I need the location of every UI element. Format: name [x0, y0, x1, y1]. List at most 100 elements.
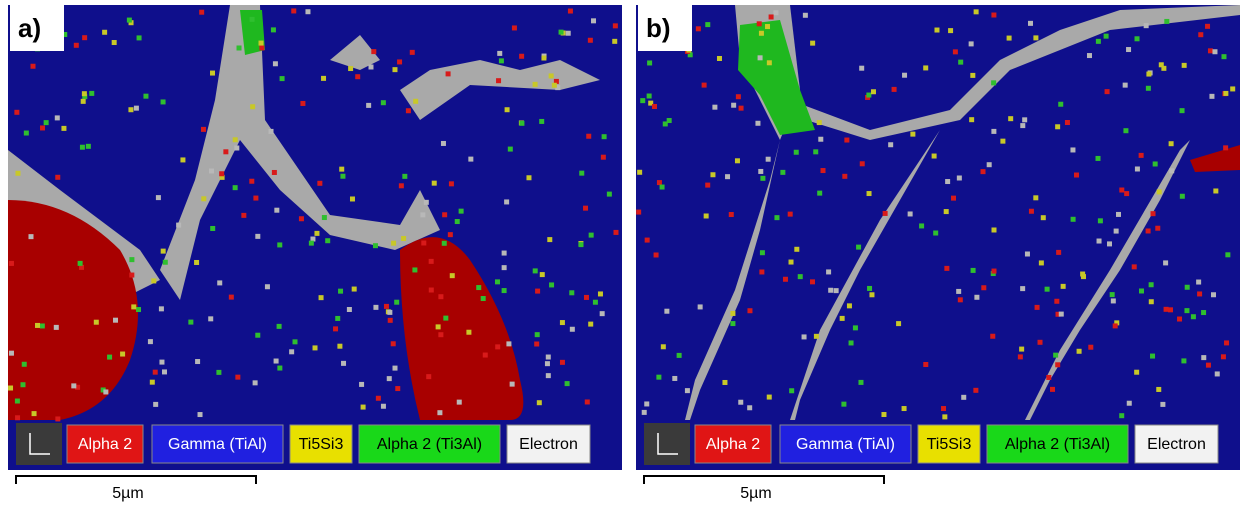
phase-pixel — [194, 260, 199, 265]
phase-pixel — [1169, 168, 1174, 173]
phase-pixel — [361, 405, 366, 410]
legend-label: Ti5Si3 — [927, 436, 972, 453]
phase-pixel — [588, 322, 593, 327]
phase-pixel — [198, 412, 203, 417]
phase-pixel — [497, 51, 502, 56]
phase-pixel — [89, 91, 94, 96]
phase-pixel — [769, 14, 774, 19]
phase-pixel — [1038, 340, 1043, 345]
phase-pixel — [1221, 354, 1226, 359]
phase-pixel — [273, 61, 278, 66]
phase-pixel — [366, 103, 371, 108]
phase-pixel — [277, 324, 282, 329]
phase-pixel — [1088, 345, 1093, 350]
phase-pixel — [321, 76, 326, 81]
phase-pixel — [607, 192, 612, 197]
phase-pixel — [176, 223, 181, 228]
phase-pixel — [272, 170, 277, 175]
phase-pixel — [495, 344, 500, 349]
phase-pixel — [24, 131, 29, 136]
phase-pixel — [560, 320, 565, 325]
phase-pixel — [450, 273, 455, 278]
phase-pixel — [314, 231, 319, 236]
phase-pixel — [637, 170, 642, 175]
phase-pixel — [496, 78, 501, 83]
phase-pixel — [757, 21, 762, 26]
phase-pixel — [991, 13, 996, 18]
phase-pixel — [1033, 35, 1038, 40]
phase-pixel — [162, 369, 167, 374]
phase-pixel — [780, 170, 785, 175]
phase-pixel — [9, 351, 14, 356]
phase-pixel — [1160, 402, 1165, 407]
phase-pixel — [588, 38, 593, 43]
phase-pixel — [969, 117, 974, 122]
phase-pixel — [319, 295, 324, 300]
phase-pixel — [429, 259, 434, 264]
phase-pixel — [535, 332, 540, 337]
phase-pixel — [502, 265, 507, 270]
scale-bar-label: 5µm — [112, 485, 143, 502]
phase-pixel — [1127, 401, 1132, 406]
phase-pixel — [601, 155, 606, 160]
phase-pixel — [546, 355, 551, 360]
phase-pixel — [291, 8, 296, 13]
phase-pixel — [841, 402, 846, 407]
phase-pixel — [410, 50, 415, 55]
phase-pixel — [436, 324, 441, 329]
phase-pixel — [858, 380, 863, 385]
phase-pixel — [103, 389, 108, 394]
phase-pixel — [216, 370, 221, 375]
phase-pixel — [990, 334, 995, 339]
phase-pixel — [896, 321, 901, 326]
phase-pixel — [1107, 241, 1112, 246]
phase-pixel — [347, 307, 352, 312]
legend-label: Gamma (TiAl) — [168, 436, 267, 453]
phase-pixel — [729, 212, 734, 217]
phase-pixel — [255, 234, 260, 239]
phase-pixel — [15, 399, 20, 404]
axis-icon — [16, 423, 62, 465]
phase-pixel — [210, 226, 215, 231]
phase-pixel — [234, 146, 239, 151]
phase-pixel — [502, 288, 507, 293]
phase-pixel — [14, 110, 19, 115]
phase-pixel — [1039, 260, 1044, 265]
phase-pixel — [725, 174, 730, 179]
phase-pixel — [134, 106, 139, 111]
phase-pixel — [399, 183, 404, 188]
phase-pixel — [1201, 310, 1206, 315]
phase-pixel — [1071, 217, 1076, 222]
phase-pixel — [32, 411, 37, 416]
phase-pixel — [81, 99, 86, 104]
phase-pixel — [533, 82, 538, 87]
phase-pixel — [519, 121, 524, 126]
phase-pixel — [944, 209, 949, 214]
phase-pixel — [566, 31, 571, 36]
phase-pixel — [847, 303, 852, 308]
phase-pixel — [717, 56, 722, 61]
phase-pixel — [735, 158, 740, 163]
phase-pixel — [1191, 314, 1196, 319]
phase-pixel — [738, 400, 743, 405]
phase-pixel — [798, 274, 803, 279]
phase-pixel — [657, 180, 662, 185]
phase-pixel — [359, 382, 364, 387]
phase-pixel — [1132, 264, 1137, 269]
phase-pixel — [394, 300, 399, 305]
phase-pixel — [1035, 305, 1040, 310]
phase-pixel — [747, 308, 752, 313]
phase-pixel — [442, 212, 447, 217]
phase-pixel — [853, 325, 858, 330]
phase-pixel — [1153, 161, 1158, 166]
phase-pixel — [702, 83, 707, 88]
phase-pixel — [1119, 413, 1124, 418]
phase-pixel — [1074, 173, 1079, 178]
phase-pixel — [322, 215, 327, 220]
phase-pixel — [974, 295, 979, 300]
phase-pixel — [199, 10, 204, 15]
phase-pixel — [180, 157, 185, 162]
phase-pixel — [1198, 32, 1203, 37]
legend-label: Alpha 2 — [78, 436, 132, 453]
phase-pixel — [137, 35, 142, 40]
